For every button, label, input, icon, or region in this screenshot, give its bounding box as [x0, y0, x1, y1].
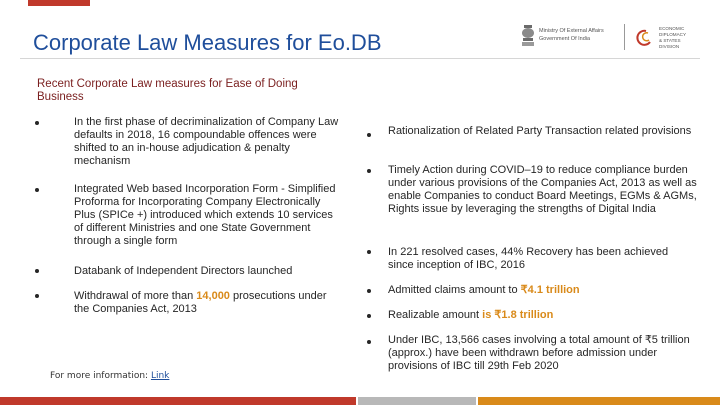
top-accent-bar — [28, 0, 90, 6]
division-line-3: & STATES — [659, 38, 681, 43]
section-subtitle: Recent Corporate Law measures for Ease o… — [37, 78, 298, 103]
mea-line1: Ministry Of External Affairs — [539, 28, 604, 34]
footer-color-bar — [0, 397, 720, 405]
bullet-dot — [367, 169, 371, 173]
national-emblem-icon — [522, 25, 534, 46]
page-title: Corporate Law Measures for Eo.DB — [33, 30, 382, 55]
left-bullet-4-highlight: 14,000 — [196, 290, 230, 302]
bullet-dot — [35, 269, 39, 273]
mea-line2: Government Of India — [539, 36, 591, 42]
division-line-1: ECONOMIC — [659, 26, 685, 31]
right-bullet-4-pre: Admitted claims amount to — [388, 284, 521, 296]
left-bullet-4-post: prosecutions under the Companies Act, 20… — [74, 290, 327, 315]
footer-bar-grey — [358, 397, 476, 405]
right-bullet-2: Timely Action during COVID–19 to reduce … — [388, 164, 697, 215]
edpd-swirl-icon — [636, 29, 651, 46]
right-bullet-5-pre: Realizable amount — [388, 309, 483, 321]
right-bullet-4: Admitted claims amount to ₹4.1 trillion — [388, 284, 693, 297]
bullet-dot — [35, 121, 39, 125]
division-line-4: DIVISION — [659, 44, 679, 49]
footer-note-text: For more information: — [50, 371, 151, 381]
bullet-dot — [367, 340, 371, 344]
bullet-dot — [367, 133, 371, 137]
right-bullet-1: Rationalization of Related Party Transac… — [388, 125, 692, 137]
bullet-dot — [35, 294, 39, 298]
bullet-dot — [367, 289, 371, 293]
bullet-dot — [367, 250, 371, 254]
right-bullet-5-highlight: is ₹1.8 trillion — [482, 309, 554, 321]
right-bullet-5: Realizable amount is ₹1.8 trillion — [388, 309, 693, 322]
left-bullet-4: Withdrawal of more than 14,000 prosecuti… — [74, 290, 344, 316]
bullet-dot — [35, 188, 39, 192]
bullet-dot — [367, 314, 371, 318]
right-bullet-3: In 221 resolved cases, 44% Recovery has … — [388, 246, 669, 271]
right-bullet-6: Under IBC, 13,566 cases involving a tota… — [388, 334, 690, 372]
footer-bar-orange — [478, 397, 720, 405]
right-bullet-4-highlight: ₹4.1 trillion — [520, 284, 580, 296]
left-bullet-3: Databank of Independent Directors launch… — [74, 265, 293, 277]
header-divider — [20, 58, 700, 59]
division-line-2: DIPLOMACY — [659, 32, 686, 37]
logo-divider — [624, 24, 625, 50]
left-bullet-4-pre: Withdrawal of more than — [74, 290, 197, 302]
footer-note: For more information: Link — [50, 371, 169, 381]
more-info-link[interactable]: Link — [150, 371, 170, 381]
left-bullet-2: Integrated Web based Incorporation Form … — [74, 183, 336, 247]
footer-bar-red — [0, 397, 356, 405]
header-logos: Ministry Of External Affairs Government … — [522, 24, 686, 50]
left-bullet-1: In the first phase of decriminalization … — [74, 116, 339, 167]
